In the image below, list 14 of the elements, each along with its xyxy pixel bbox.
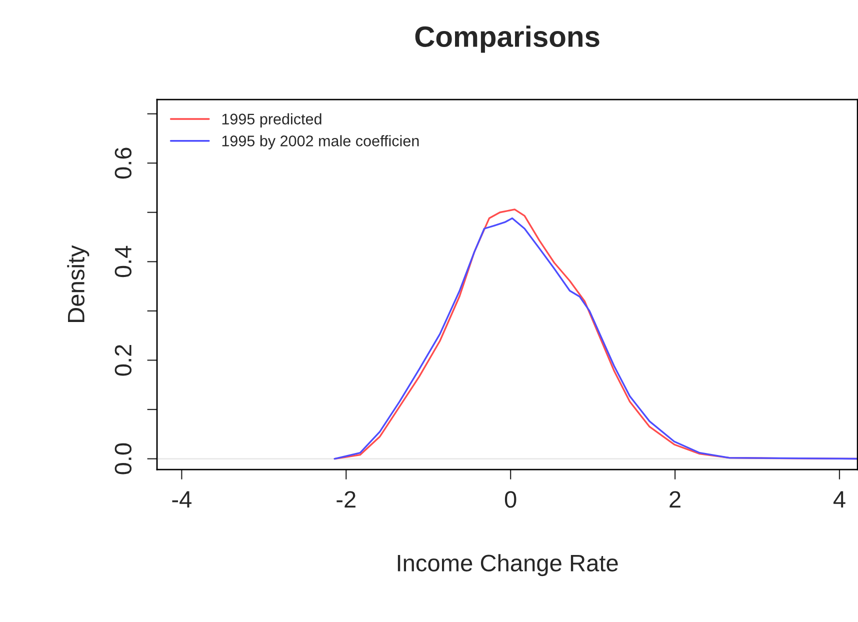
y-tick-label: 0.2 <box>114 344 132 376</box>
y-tick-label: 0.6 <box>114 148 132 179</box>
x-tick-label: -2 <box>336 491 356 508</box>
x-tick-label: 2 <box>670 491 680 508</box>
legend-label: 1995 by 2002 male coefficien <box>222 135 419 150</box>
chart-title: Comparisons <box>415 26 600 53</box>
x-tick-label: -4 <box>172 491 192 508</box>
y-axis-title: Density <box>67 245 90 322</box>
x-axis-title: Income Change Rate <box>398 554 618 576</box>
y-tick-label: 0.4 <box>114 246 132 278</box>
y-tick-label: 0.0 <box>114 443 132 474</box>
legend-label: 1995 predicted <box>222 113 322 128</box>
x-tick-label: 0 <box>504 491 516 508</box>
x-tick-label: 4 <box>833 491 846 508</box>
